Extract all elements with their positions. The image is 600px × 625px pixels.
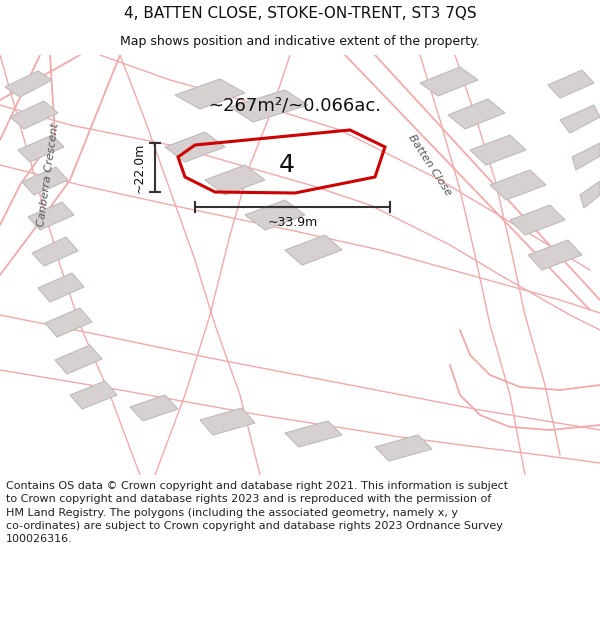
Polygon shape [38,273,84,302]
Polygon shape [375,435,432,461]
Polygon shape [548,70,594,98]
Text: ~267m²/~0.066ac.: ~267m²/~0.066ac. [209,96,382,114]
Polygon shape [560,105,600,133]
Polygon shape [470,135,526,165]
Polygon shape [0,55,600,80]
Polygon shape [510,205,565,235]
Polygon shape [45,308,92,337]
Polygon shape [230,90,308,122]
Polygon shape [285,235,342,265]
Text: ~33.9m: ~33.9m [268,216,317,229]
Polygon shape [245,200,305,230]
Text: Map shows position and indicative extent of the property.: Map shows position and indicative extent… [120,35,480,48]
Polygon shape [448,99,505,129]
Text: 4: 4 [279,152,295,177]
Polygon shape [10,101,58,129]
Polygon shape [5,71,52,97]
Polygon shape [330,55,600,330]
Polygon shape [130,395,178,421]
Polygon shape [55,345,102,374]
Polygon shape [490,170,546,200]
Text: Batten Close: Batten Close [407,132,454,198]
Polygon shape [285,421,342,447]
Polygon shape [200,408,255,435]
Polygon shape [205,165,265,195]
Polygon shape [0,55,95,185]
Text: Contains OS data © Crown copyright and database right 2021. This information is : Contains OS data © Crown copyright and d… [6,481,508,544]
Polygon shape [572,143,600,170]
Text: Canberra Crescent: Canberra Crescent [36,122,60,228]
Polygon shape [28,202,74,230]
Polygon shape [175,79,245,109]
Polygon shape [420,67,478,96]
Text: ~22.0m: ~22.0m [133,142,146,192]
Polygon shape [580,181,600,208]
Polygon shape [32,237,78,266]
Polygon shape [70,381,117,409]
Polygon shape [0,425,600,475]
Polygon shape [22,167,68,195]
Polygon shape [165,132,225,162]
Text: 4, BATTEN CLOSE, STOKE-ON-TRENT, ST3 7QS: 4, BATTEN CLOSE, STOKE-ON-TRENT, ST3 7QS [124,6,476,21]
Polygon shape [18,135,64,162]
Polygon shape [528,240,582,270]
